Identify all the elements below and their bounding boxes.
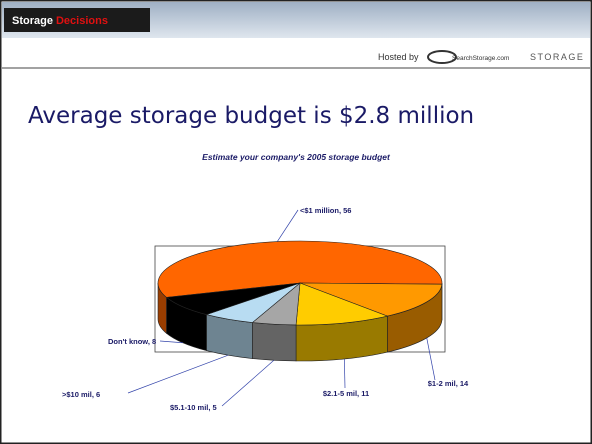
data-label: $2.1-5 mil, 11 xyxy=(323,389,369,398)
leader-line xyxy=(159,340,183,344)
slide-title: Average storage budget is $2.8 million xyxy=(28,103,474,129)
pie-slice-side xyxy=(252,322,297,362)
brand: Storage Decisions xyxy=(12,15,108,27)
data-label: $1-2 mil, 14 xyxy=(428,379,469,388)
data-label: Don't know, 8 xyxy=(108,337,156,346)
leader-line xyxy=(426,337,436,381)
data-label: $5.1-10 mil, 5 xyxy=(170,403,217,412)
pie-slice xyxy=(295,282,389,326)
data-label: >$10 mil, 6 xyxy=(62,390,100,399)
leader-line xyxy=(277,209,299,242)
leader-line xyxy=(344,358,346,389)
leader-line xyxy=(221,360,275,407)
leader-line xyxy=(127,354,229,394)
host: SearchStorage.com xyxy=(452,55,509,62)
pie-slice xyxy=(157,240,443,298)
data-label: <$1 million, 56 xyxy=(300,206,351,215)
hosted-by: Hosted by xyxy=(378,52,419,62)
brand-box xyxy=(4,8,150,32)
host-logo xyxy=(427,50,457,64)
chart-title: Estimate your company's 2005 storage bud… xyxy=(202,152,391,162)
pie-slice xyxy=(299,282,443,317)
pie-slice xyxy=(165,282,301,315)
host-magazine: STORAGE xyxy=(530,52,584,62)
